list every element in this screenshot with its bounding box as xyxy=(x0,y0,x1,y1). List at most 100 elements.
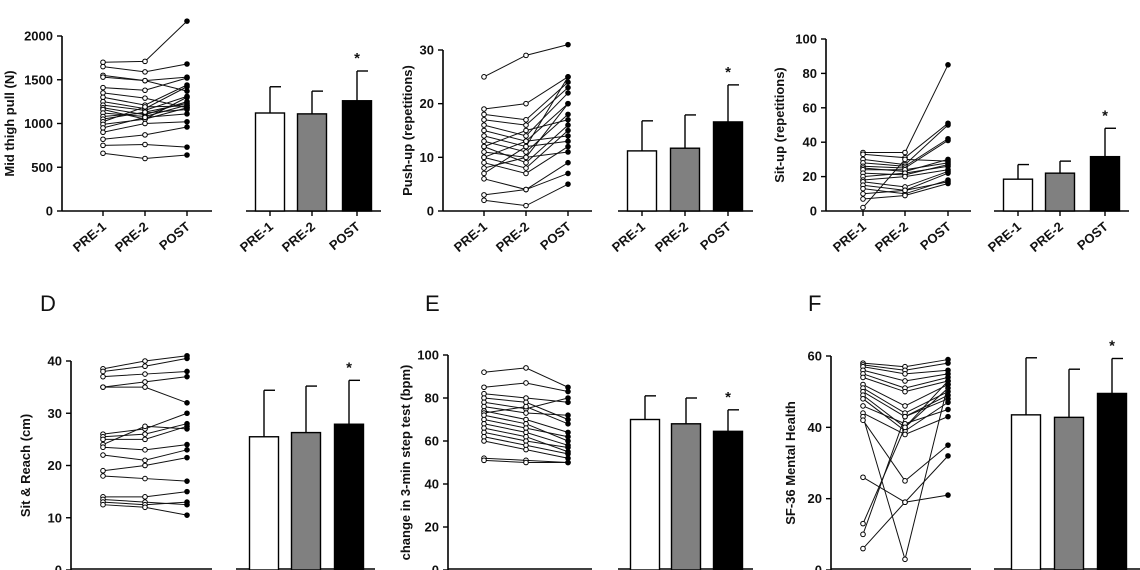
subject-point xyxy=(523,154,529,161)
subject-point xyxy=(142,457,148,464)
y-tick-label: 0 xyxy=(432,563,439,570)
subject-point xyxy=(565,143,571,150)
subject-point xyxy=(100,473,106,479)
subject-point xyxy=(902,424,908,431)
subject-point xyxy=(100,384,106,390)
subject-point xyxy=(184,447,190,453)
subject-point xyxy=(860,151,866,158)
subject-point xyxy=(945,378,951,384)
subject-point xyxy=(945,360,951,366)
subject-point xyxy=(860,204,866,211)
subject-point xyxy=(100,444,106,451)
subject-point xyxy=(565,116,571,123)
subject-point xyxy=(565,444,571,451)
subject-point xyxy=(565,138,571,145)
subject-point xyxy=(860,417,866,424)
subject-point xyxy=(184,124,190,130)
subject-point xyxy=(481,438,487,444)
y-tick-label: 20 xyxy=(808,491,822,506)
subject-point xyxy=(945,453,951,459)
x-tick-label: PRE-2 xyxy=(652,219,691,255)
x-tick-label: PRE-1 xyxy=(237,219,276,255)
subject-point xyxy=(100,150,106,157)
y-tick-label: 80 xyxy=(803,66,817,81)
mean-bar xyxy=(1044,172,1076,212)
subject-point xyxy=(100,368,106,375)
subject-point xyxy=(523,186,529,193)
subject-point xyxy=(945,406,951,413)
subject-point xyxy=(184,499,190,505)
significance-marker: * xyxy=(1102,107,1108,124)
subject-point xyxy=(523,170,529,177)
subject-point xyxy=(523,143,529,150)
x-tick-label: POST xyxy=(1074,219,1111,253)
subject-point xyxy=(184,512,190,518)
y-tick-label: 60 xyxy=(425,434,439,449)
subject-point xyxy=(100,452,106,458)
y-tick-label: 40 xyxy=(808,420,822,435)
subject-point xyxy=(481,197,487,204)
y-axis-title: Sit-up (repetitions) xyxy=(772,67,787,183)
x-tick-label: PRE-2 xyxy=(493,219,532,255)
subject-point xyxy=(100,74,106,80)
subject-point xyxy=(142,379,148,385)
x-tick-label: PRE-2 xyxy=(872,219,911,255)
subject-point xyxy=(860,403,866,409)
subject-point xyxy=(481,106,487,112)
subject-point xyxy=(481,143,487,150)
subject-point xyxy=(902,556,908,563)
subject-point xyxy=(481,384,487,391)
subject-point xyxy=(565,90,571,96)
subject-point xyxy=(481,149,487,155)
x-tick-label: PRE-1 xyxy=(70,219,109,255)
subject-point xyxy=(184,18,190,24)
subject-point xyxy=(184,488,190,495)
subject-point xyxy=(523,446,529,453)
x-tick-label: PRE-1 xyxy=(830,219,869,255)
panel-f: F 0 20 40 60 SF-36 Mental Health * xyxy=(783,291,1140,570)
subject-point xyxy=(100,501,106,508)
y-axis-title: Push-up (repetitions) xyxy=(400,65,415,196)
subject-point xyxy=(100,136,106,143)
subject-point xyxy=(565,122,571,128)
mean-bar xyxy=(248,436,280,570)
subject-point xyxy=(902,156,908,163)
y-tick-label: 30 xyxy=(48,406,62,421)
subject-point xyxy=(142,109,148,115)
mean-bar xyxy=(1010,414,1042,570)
mean-bar xyxy=(254,112,286,212)
x-tick-label: PRE-1 xyxy=(985,219,1024,255)
y-tick-label: 40 xyxy=(48,354,62,369)
subject-point xyxy=(184,441,190,448)
y-axis-title: SF-36 Mental Health xyxy=(783,401,798,525)
subject-point xyxy=(860,474,866,481)
subject-point xyxy=(523,403,529,410)
y-tick-label: 20 xyxy=(425,520,439,535)
subject-point xyxy=(565,395,571,401)
mean-bar xyxy=(296,113,328,212)
x-tick-label: PRE-1 xyxy=(609,219,648,255)
subject-point xyxy=(565,41,571,48)
subject-point xyxy=(902,187,908,194)
x-tick-label: POST xyxy=(326,219,363,253)
subject-point xyxy=(565,127,571,134)
subject-point xyxy=(565,388,571,395)
y-tick-label: 40 xyxy=(803,135,817,150)
subject-point xyxy=(142,447,148,453)
subject-point xyxy=(565,421,571,427)
subject-point xyxy=(481,170,487,177)
subject-point xyxy=(184,104,190,111)
y-axis-title: Mid thigh pull (N) xyxy=(2,70,17,176)
subject-point xyxy=(481,111,487,118)
subject-point xyxy=(100,63,106,70)
subject-point xyxy=(142,141,148,148)
subject-point xyxy=(565,159,571,166)
y-tick-label: 60 xyxy=(803,100,817,115)
subject-point xyxy=(523,116,529,123)
subject-point xyxy=(100,467,106,474)
significance-marker: * xyxy=(725,389,731,406)
subject-point xyxy=(100,436,106,443)
subject-point xyxy=(481,138,487,145)
subject-point xyxy=(481,369,487,376)
